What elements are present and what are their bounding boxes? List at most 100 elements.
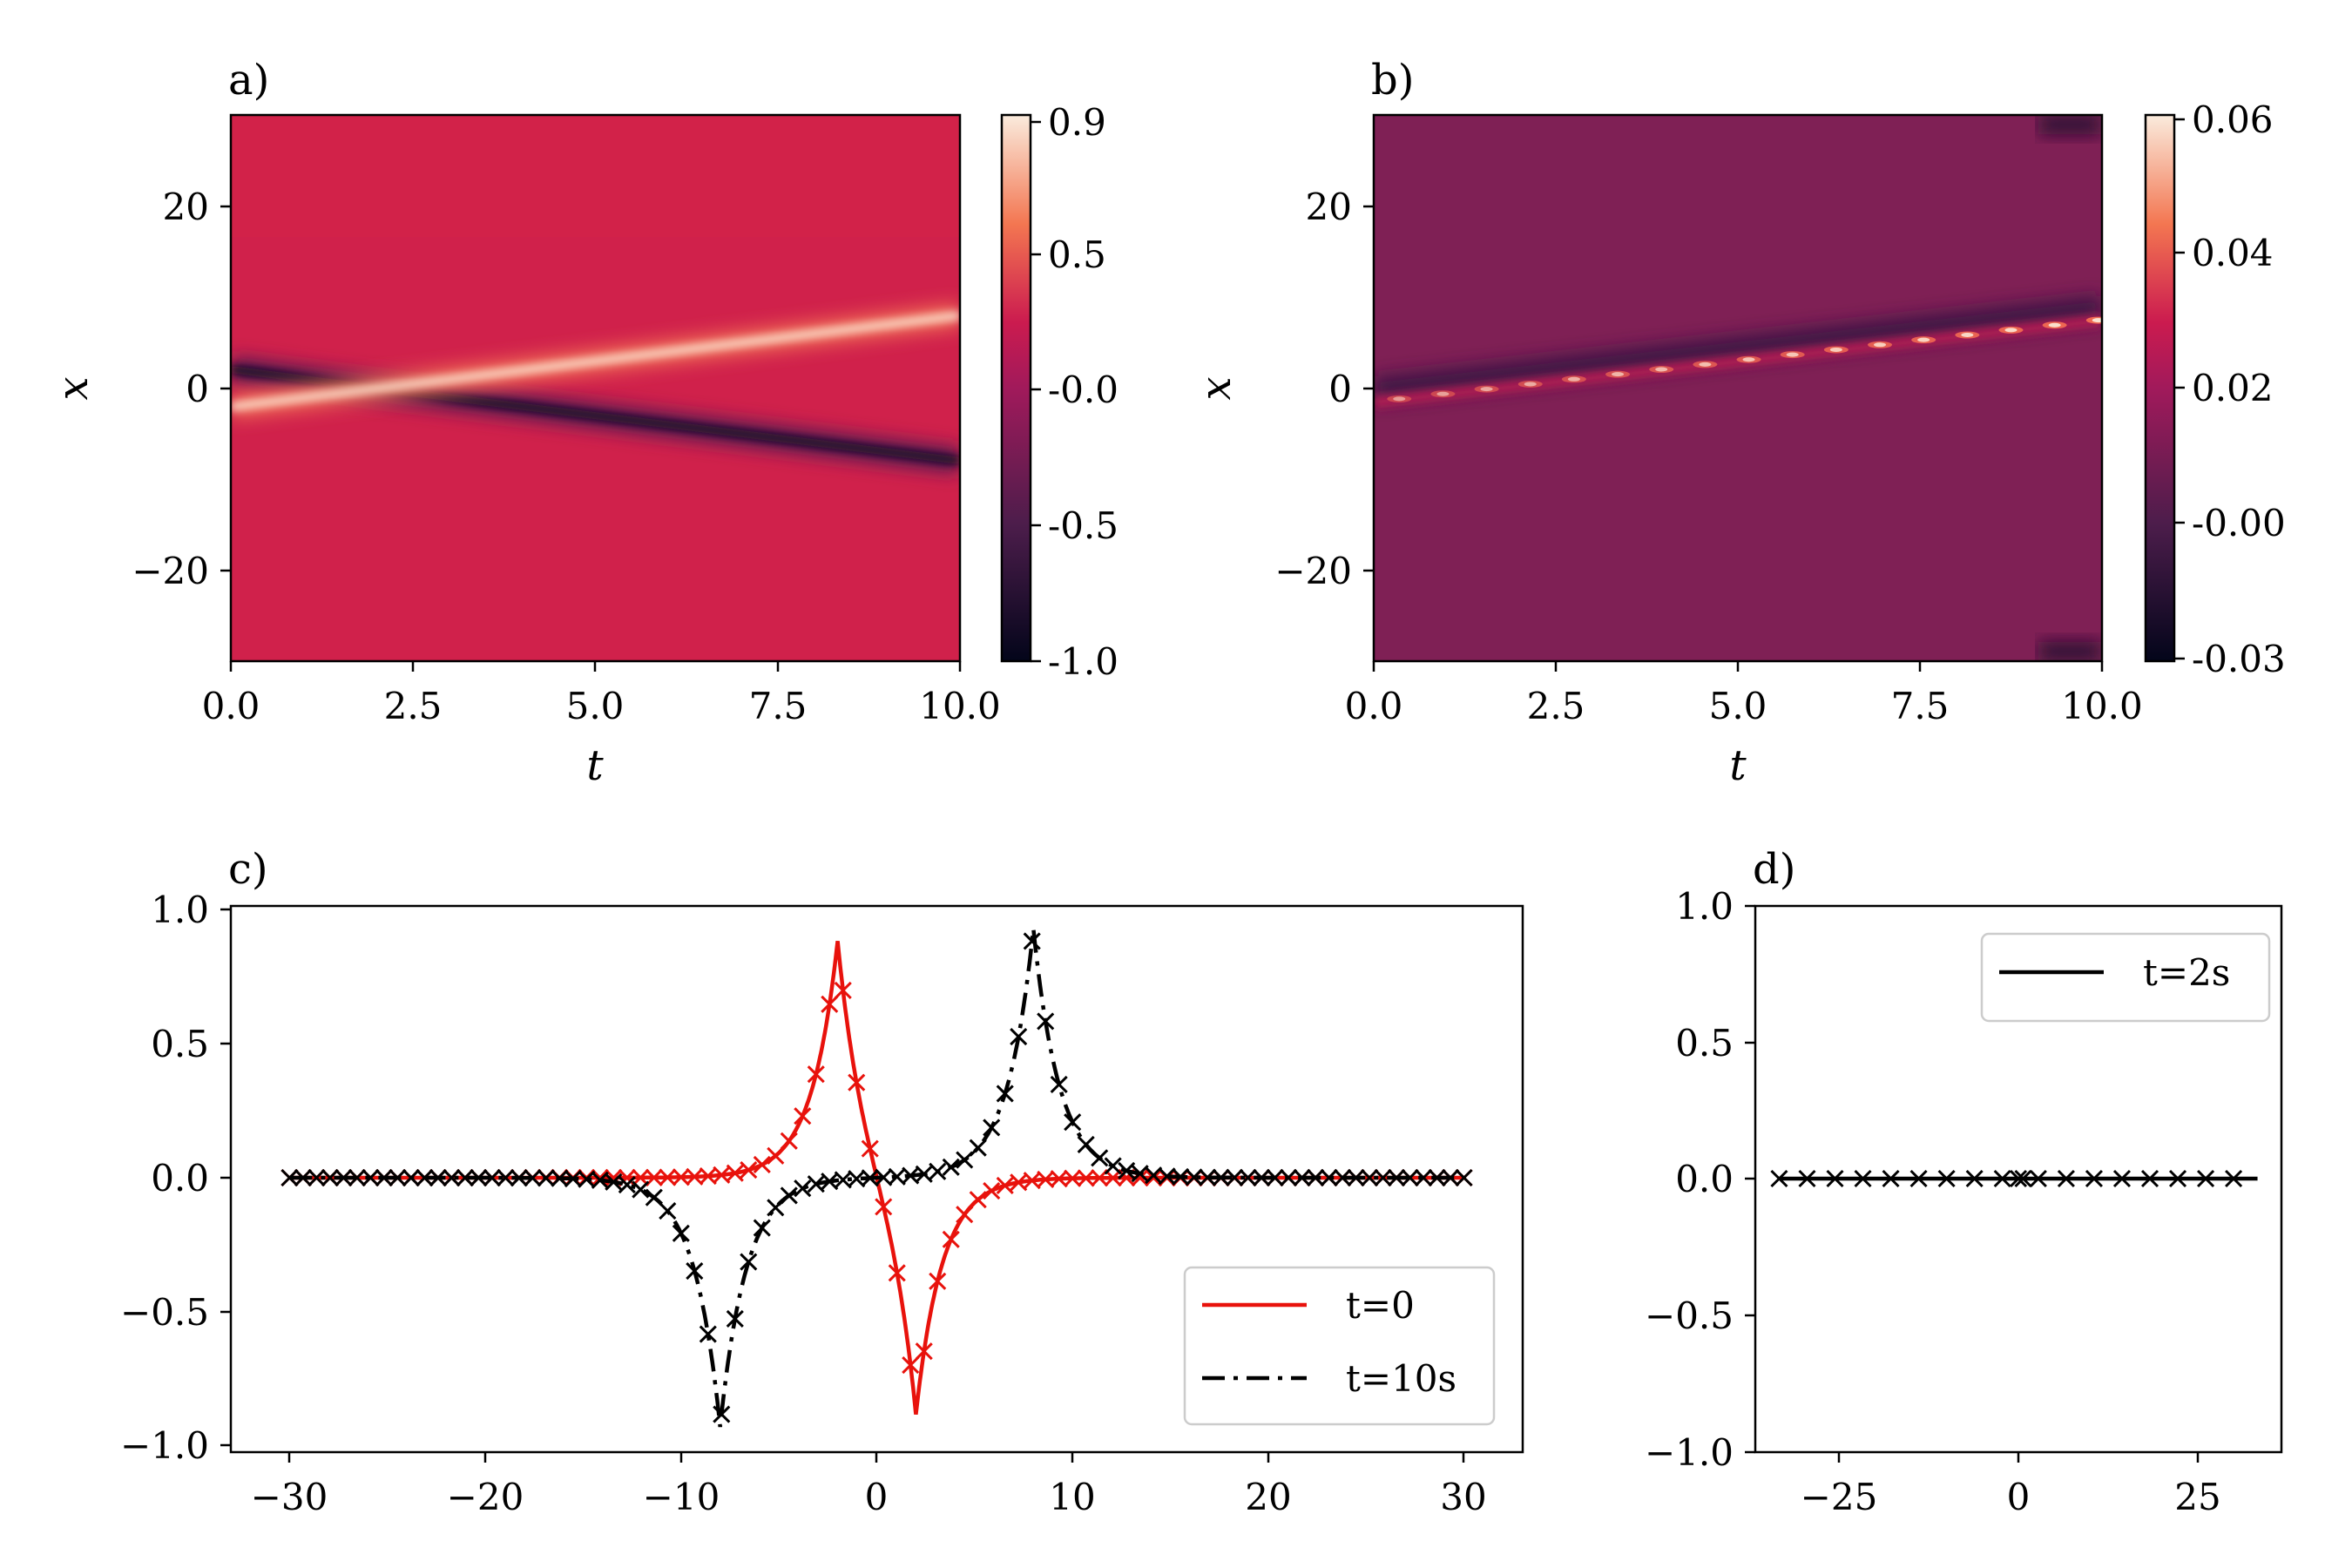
series-marker-t10s (1172, 1167, 1190, 1186)
colorbar-a-tick-label: 0.5 (1048, 233, 1106, 276)
series-marker-t10s (1050, 1075, 1068, 1094)
panel-d-label: d) (1753, 845, 1795, 894)
heatmap-b-peak-core (2004, 328, 2017, 333)
plot-d-ytick-label: 0.0 (1675, 1158, 1734, 1200)
series-marker-t10s (1320, 1168, 1338, 1187)
series-marker-t10s (537, 1169, 555, 1187)
plot-c-ytick-label: −0.5 (120, 1291, 209, 1334)
heatmap-b-peaks (1387, 316, 2102, 402)
plot-d-legend: t=2s (1980, 932, 2271, 1023)
plot-c-xtick-label: −30 (251, 1476, 328, 1518)
plot-d-xtick-label: 25 (2174, 1476, 2220, 1518)
plot-d-xtick-label: 0 (2007, 1476, 2031, 1518)
series-marker-t10s (659, 1201, 677, 1220)
series-marker-t2s (2029, 1169, 2047, 1188)
series-marker-t2s (1854, 1169, 1872, 1188)
colorbar-a-ticks: 0.9 0.5 -0.0 -0.5 -1.0 (1031, 101, 1119, 683)
series-marker-t10s (1118, 1161, 1136, 1180)
colorbar-a-tick-label: -0.0 (1048, 368, 1119, 411)
series-marker-t10s (875, 1168, 893, 1186)
series-marker-t10s (1442, 1168, 1460, 1187)
series-marker-t10s (780, 1186, 798, 1205)
series-marker-t10s (1415, 1168, 1433, 1187)
series-marker-t10s (1158, 1167, 1176, 1186)
series-marker-t0 (780, 1132, 798, 1150)
plot-d-series (1770, 1169, 2258, 1188)
series-marker-t0 (821, 995, 839, 1013)
heatmap-b-peak-core (1829, 347, 1842, 352)
plot-d-legend-box (1980, 932, 2271, 1023)
plot-c-xtick-label: 20 (1245, 1476, 1291, 1518)
plot-c-legend-box (1183, 1266, 1496, 1426)
series-marker-t10s (672, 1224, 690, 1242)
legend-label-t2s: t=2s (2143, 951, 2230, 994)
series-marker-t10s (564, 1169, 582, 1188)
plot-d-ytick-label: −0.5 (1645, 1294, 1734, 1337)
plot-c-xtick-label: 10 (1049, 1476, 1095, 1518)
series-marker-t10s (1064, 1113, 1082, 1132)
series-marker-t10s (497, 1169, 515, 1187)
series-marker-t10s (1199, 1168, 1217, 1186)
heatmap-b-peak-core (1480, 387, 1493, 392)
series-marker-t10s (632, 1180, 650, 1199)
series-marker-t10s (510, 1169, 528, 1187)
series-marker-t10s (429, 1168, 447, 1187)
plot-d-xtick-label: −25 (1801, 1476, 1878, 1518)
plot-b-ytick-label: 0 (1328, 368, 1352, 410)
series-marker-t2s (1909, 1169, 1928, 1188)
series-marker-t10s (645, 1188, 663, 1206)
heatmap-b-peak-core (1567, 376, 1580, 382)
plot-c-ytick-label: 0.5 (151, 1023, 209, 1065)
series-marker-t10s (686, 1261, 704, 1281)
series-marker-t2s (2140, 1169, 2159, 1188)
plot-c-x-ticks: −30 −20 −10 0 10 20 30 (251, 1452, 1487, 1518)
plot-a-ylabel: x (49, 376, 98, 400)
series-marker-t10s (969, 1139, 987, 1157)
series-marker-t10s (1266, 1168, 1284, 1187)
series-marker-t10s (618, 1175, 636, 1194)
series-marker-t10s (807, 1175, 825, 1193)
series-marker-t10s (848, 1170, 866, 1188)
plot-c-series (280, 928, 1473, 1428)
series-marker-t0 (996, 1176, 1014, 1195)
series-marker-t0 (834, 981, 852, 1000)
series-marker-t10s (1428, 1168, 1446, 1187)
series-marker-t10s (794, 1179, 812, 1198)
series-marker-t0 (929, 1272, 947, 1290)
series-marker-t0 (983, 1181, 1001, 1200)
series-marker-t10s (443, 1168, 461, 1187)
series-marker-t10s (321, 1168, 339, 1187)
colorbar-b-tick-label: -0.00 (2192, 502, 2286, 544)
plot-b-xtick-label: 5.0 (1709, 685, 1767, 727)
series-marker-t10s (470, 1168, 488, 1187)
series-marker-t2s (1965, 1169, 1984, 1188)
series-marker-t10s (1307, 1168, 1325, 1187)
series-marker-t2s (1882, 1169, 1900, 1188)
series-marker-t2s (2112, 1169, 2132, 1188)
series-marker-t10s (1145, 1166, 1163, 1185)
series-marker-t10s (996, 1085, 1014, 1103)
series-marker-t0 (794, 1107, 812, 1125)
plot-c-ytick-label: 1.0 (151, 889, 209, 931)
series-marker-t10s (348, 1168, 366, 1187)
plot-a-x-ticks: 0.0 2.5 5.0 7.5 10.0 (202, 661, 1001, 727)
series-marker-t0 (1023, 1172, 1041, 1190)
series-marker-t0 (740, 1160, 758, 1179)
plot-c-xtick-label: 0 (865, 1476, 889, 1518)
series-marker-t0 (848, 1073, 866, 1092)
series-marker-t10s (861, 1169, 879, 1187)
heatmap-b-corner-dark-bottom (2038, 642, 2102, 661)
series-marker-t10s (1388, 1168, 1406, 1187)
heatmap-b-peak-core (1874, 342, 1887, 348)
series-marker-t10s (1212, 1168, 1230, 1186)
series-marker-t2s (1770, 1169, 1788, 1188)
series-marker-t0 (767, 1146, 785, 1165)
series-marker-t10s (740, 1253, 758, 1271)
series-marker-t10s (1023, 932, 1041, 950)
plot-a-xtick-label: 10.0 (919, 685, 1001, 727)
series-marker-t10s (402, 1168, 420, 1187)
series-marker-t10s (1280, 1168, 1298, 1187)
series-marker-t10s (416, 1168, 434, 1187)
panel-d: d) −25 0 25 1.0 0.5 0.0 −0.5 −1.0 (1645, 845, 2283, 1518)
